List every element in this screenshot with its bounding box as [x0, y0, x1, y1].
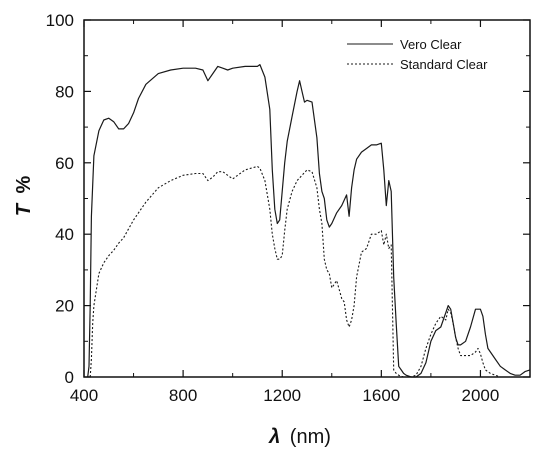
x-tick-label: 400 — [70, 386, 98, 405]
y-tick-label: 60 — [55, 154, 74, 173]
y-tick-label: 40 — [55, 225, 74, 244]
y-tick-label: 80 — [55, 82, 74, 101]
labels-layer: 400 800 1200 1600 2000 0 20 40 60 80 100 — [46, 11, 500, 405]
y-axis-symbol: T — [13, 202, 35, 216]
legend-label-vero-clear: Vero Clear — [400, 37, 462, 52]
y-tick-label: 0 — [65, 368, 74, 387]
series-line-vero-clear — [87, 63, 531, 378]
x-tick-label: 800 — [169, 386, 197, 405]
x-tick-label: 2000 — [462, 386, 500, 405]
ticks-layer — [83, 19, 530, 378]
y-axis-unit: % — [13, 176, 35, 194]
y-tick-label: 100 — [46, 11, 74, 30]
y-tick-label: 20 — [55, 297, 74, 316]
x-axis-symbol: λ — [268, 426, 280, 448]
legend-label-standard-clear: Standard Clear — [400, 57, 488, 72]
x-axis-title: λ (nm) — [268, 426, 331, 448]
legend: Vero Clear Standard Clear — [347, 37, 488, 72]
series-layer — [87, 63, 531, 378]
x-axis-unit: (nm) — [290, 426, 331, 448]
y-axis-title: T % — [13, 176, 35, 217]
plot-frame — [83, 19, 531, 378]
series-line-standard-clear — [89, 165, 530, 378]
x-tick-label: 1200 — [263, 386, 301, 405]
x-tick-label: 1600 — [362, 386, 400, 405]
